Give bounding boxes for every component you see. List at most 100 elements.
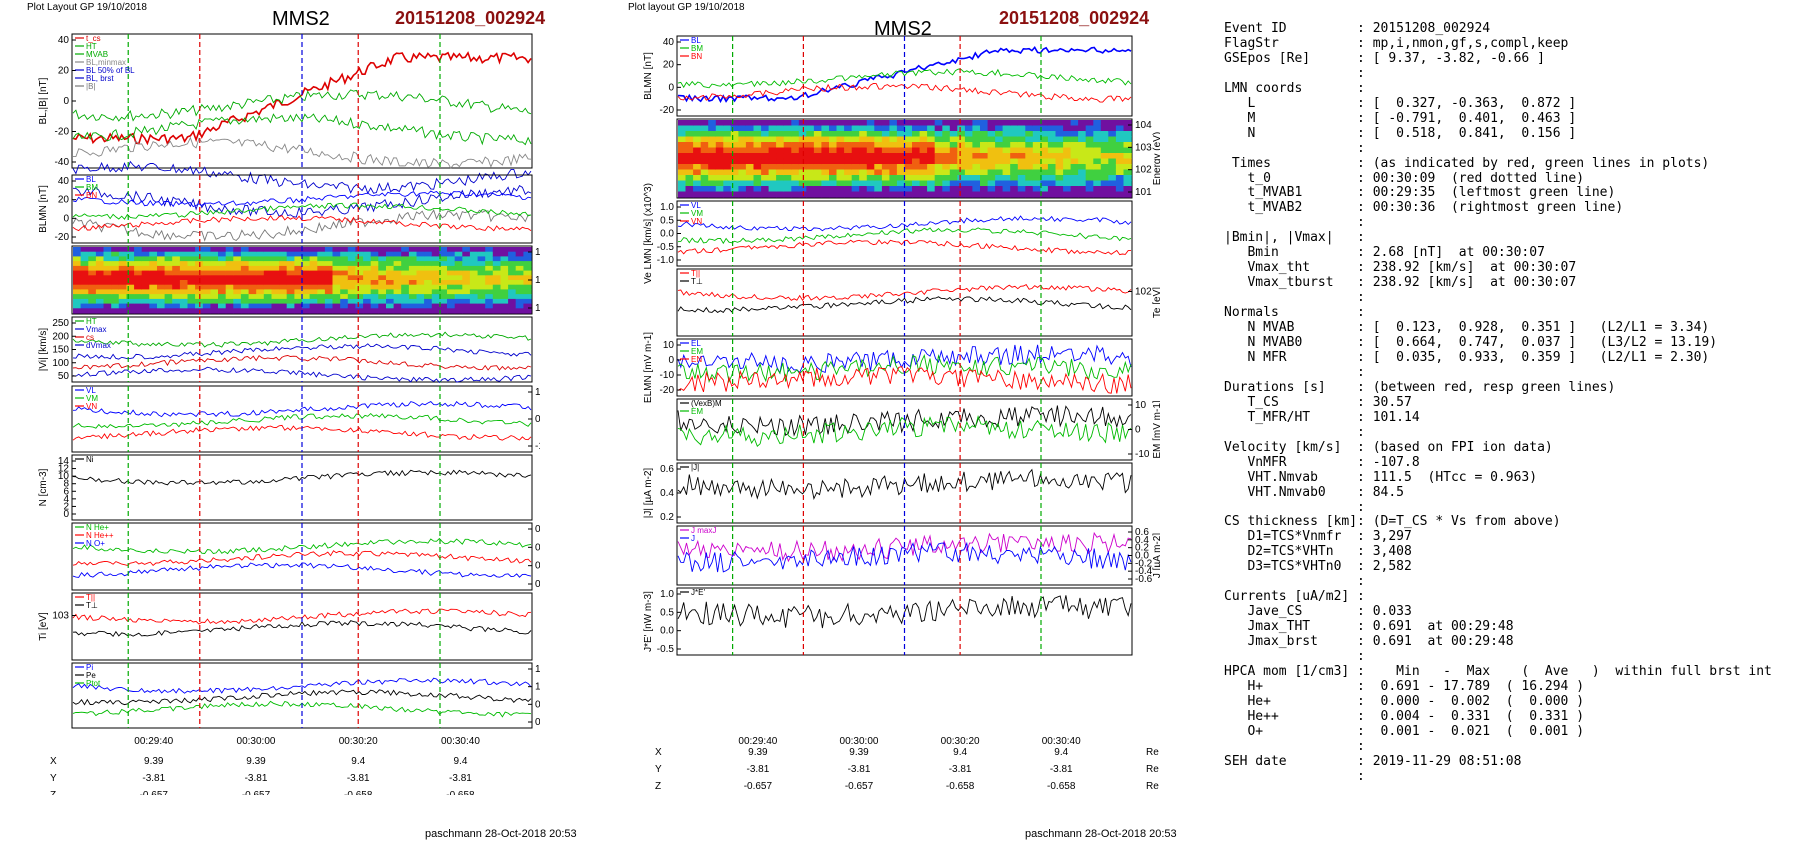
spectrogram-cell xyxy=(508,247,517,253)
ephem-value: 9.39 xyxy=(246,756,266,767)
spectrogram-cell xyxy=(134,298,143,305)
spectrogram-cell xyxy=(1040,186,1049,193)
spectrogram-cell xyxy=(987,191,996,198)
spectrogram-cell xyxy=(1017,164,1026,171)
spectrogram-cell xyxy=(761,164,770,171)
spectrogram-cell xyxy=(1093,147,1102,154)
spectrogram-cell xyxy=(1085,169,1094,176)
summary-line: Vmax_tburst : 238.92 [km/s] at 00:30:07 xyxy=(1224,275,1577,291)
panel-3: 104103102Energy (eV) xyxy=(71,245,540,315)
spectrogram-cell xyxy=(454,298,463,305)
spectrogram-cell xyxy=(88,247,97,253)
spectrogram-cell xyxy=(73,289,82,295)
spectrogram-cell xyxy=(340,265,349,272)
spectrogram-cell xyxy=(294,280,303,286)
spectrogram-cell xyxy=(416,284,425,290)
spectrogram-cell xyxy=(469,261,479,267)
spectrogram-cell xyxy=(73,284,82,290)
spectrogram-cell xyxy=(723,147,732,154)
spectrogram-cell xyxy=(874,125,883,132)
spectrogram-cell xyxy=(233,308,242,314)
spectrogram-cell xyxy=(987,142,996,149)
spectrogram-cell xyxy=(776,125,785,132)
spectrogram-cell xyxy=(141,298,150,305)
spectrogram-cell xyxy=(1070,125,1079,132)
spectrogram-cell xyxy=(715,180,724,187)
spectrogram-cell xyxy=(859,191,868,198)
spectrogram-cell xyxy=(821,180,830,187)
spectrogram-cell xyxy=(851,186,860,193)
spectrogram-cell xyxy=(225,303,234,309)
spectrogram-cell xyxy=(233,270,242,276)
spectrogram-cell xyxy=(995,120,1004,127)
spectrogram-cell xyxy=(378,280,387,286)
spectrogram-cell xyxy=(904,136,913,143)
summary-line: Event ID : 20151208_002924 xyxy=(1224,21,1491,36)
spectrogram-cell xyxy=(508,251,517,257)
spectrogram-cell xyxy=(783,191,792,198)
legend-entry: Pe xyxy=(86,671,96,680)
summary-line: T_CS : 30.57 xyxy=(1224,394,1412,410)
spectrogram-cell xyxy=(685,191,694,198)
spectrogram-cell xyxy=(957,158,966,165)
spectrogram-cell xyxy=(934,125,943,132)
spectrogram-cell xyxy=(73,275,82,281)
spectrogram-cell xyxy=(424,275,433,281)
spectrogram-cell xyxy=(492,298,501,305)
summary-line: t_0 : 00:30:09 (red dotted line) xyxy=(1224,170,1585,186)
spectrogram-cell xyxy=(187,251,196,257)
spectrogram-cell xyxy=(386,298,395,305)
spectrogram-cell xyxy=(401,298,410,305)
spectrogram-cell xyxy=(1055,180,1064,187)
spectrogram-cell xyxy=(1093,125,1102,132)
spectrogram-cell xyxy=(1010,120,1019,127)
spectrogram-cell xyxy=(225,251,234,257)
spectrogram-cell xyxy=(248,270,257,276)
spectrogram-cell xyxy=(693,158,702,165)
tick-label: 103 xyxy=(52,611,69,622)
spectrogram-cell xyxy=(980,169,989,176)
middle-event-id: 20151208_002924 xyxy=(999,8,1150,28)
spectrogram-cell xyxy=(783,125,792,132)
panel-ylabel: J [µA m-2] xyxy=(1152,533,1160,578)
series-line xyxy=(72,113,532,146)
summary-line: H+ : 0.691 - 17.789 ( 16.294 ) xyxy=(1224,678,1585,694)
spectrogram-cell xyxy=(95,294,105,300)
spectrogram-cell xyxy=(1040,142,1049,149)
spectrogram-cell xyxy=(813,191,823,198)
spectrogram-cell xyxy=(995,186,1004,193)
spectrogram-cell xyxy=(919,142,928,149)
spectrogram-cell xyxy=(492,280,501,286)
spectrogram-cell xyxy=(1123,158,1132,165)
spectrogram-cell xyxy=(500,284,509,290)
spectrogram-cell xyxy=(745,125,755,132)
spectrogram-cell xyxy=(149,298,158,305)
spectrogram-cell xyxy=(1025,180,1034,187)
spectrogram-cell xyxy=(462,298,471,305)
spectrogram-cell xyxy=(363,270,372,276)
spectrogram-cell xyxy=(829,136,838,143)
spectrogram-cell xyxy=(210,270,219,276)
spectrogram-cell xyxy=(1017,175,1026,182)
spectrogram-cell xyxy=(195,256,204,262)
spectrogram-cell xyxy=(866,175,875,182)
spectrogram-cell xyxy=(218,280,227,286)
summary-line: Currents [uA/m2] : xyxy=(1224,589,1365,605)
spectrogram-cell xyxy=(806,186,815,193)
spectrogram-cell xyxy=(851,142,860,149)
spectrogram-cell xyxy=(1010,153,1019,160)
spectrogram-cell xyxy=(904,164,913,171)
spectrogram-cell xyxy=(523,308,532,314)
spectrogram-cell xyxy=(302,261,311,267)
spectrogram-cell xyxy=(949,164,958,171)
spectrogram-cell xyxy=(294,298,303,305)
spectrogram-cell xyxy=(678,186,687,193)
spectrogram-cell xyxy=(363,294,372,300)
spectrogram-cell xyxy=(363,251,372,257)
spectrogram-cell xyxy=(126,275,135,281)
spectrogram-cell xyxy=(515,289,524,295)
spectrogram-cell xyxy=(485,303,494,309)
spectrogram-cell xyxy=(1010,191,1019,198)
spectrogram-cell xyxy=(715,158,724,165)
